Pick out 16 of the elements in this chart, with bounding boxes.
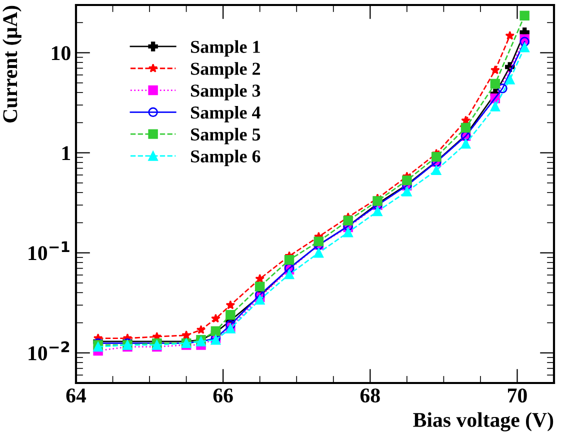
x-axis-title: Bias voltage (V) [413,412,554,432]
legend-label: Sample 4 [191,106,260,122]
legend-label: Sample 1 [191,40,260,57]
legend-label: Sample 6 [191,150,260,166]
y-tick-label: 10$^{−1}$ [28,241,70,260]
y-tick-label: 10$^{−2}$ [28,341,70,360]
x-tick-label: 66 [213,388,233,403]
legend-label: Sample 2 [191,62,260,79]
legend-label: Sample 3 [191,84,260,100]
legend-label: Sample 5 [191,128,260,144]
x-tick-label: 64 [66,388,86,403]
x-tick-label: 70 [508,388,527,403]
x-tick-label: 68 [360,388,380,403]
y-tick-label: 1 [62,146,70,160]
y-tick-label: 10 [52,46,70,60]
y-axis-title: Current (μA) [2,6,22,122]
